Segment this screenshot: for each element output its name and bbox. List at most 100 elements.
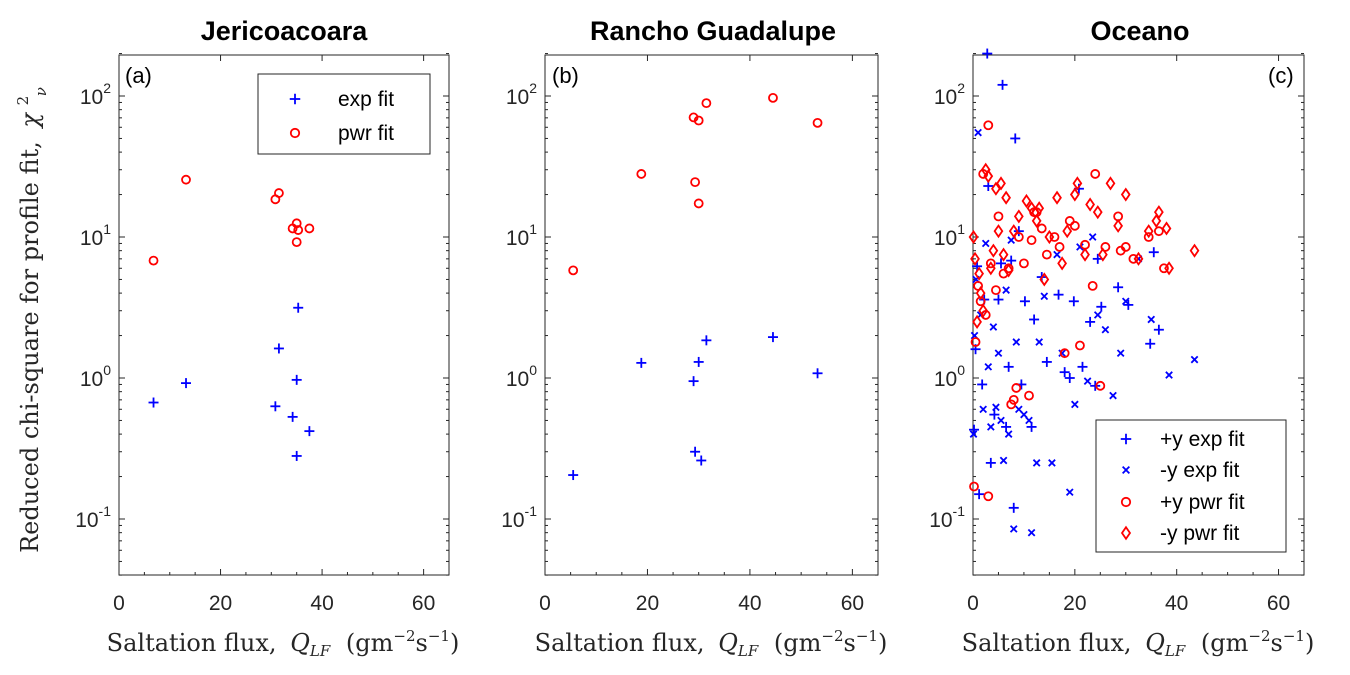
point-circle-8-shape xyxy=(985,258,996,269)
panel-c-legend-label-py-pwr: +y pwr fit xyxy=(1160,491,1245,514)
point-x-13-b xyxy=(999,456,1008,465)
panel-a-title: Jericoacoara xyxy=(201,16,369,46)
point-diamond-33 xyxy=(1105,176,1116,191)
point-diamond-2-shape xyxy=(972,314,982,329)
point-x-10 xyxy=(992,403,1000,412)
point-diamond-29 xyxy=(1080,247,1090,262)
point-circle-0-shape xyxy=(148,255,159,266)
point-diamond-26-shape xyxy=(1062,224,1073,239)
point-diamond-5-shape xyxy=(978,303,989,318)
point-circle-6 xyxy=(983,491,994,502)
point-diamond-14-shape xyxy=(1001,190,1011,205)
x-label-text-a: Saltation flux, xyxy=(107,629,277,657)
point-diamond-20-shape xyxy=(1031,213,1042,229)
point-plus-6 xyxy=(982,48,993,59)
y-tick-label: 102 xyxy=(80,80,111,109)
point-circle-32-shape xyxy=(1090,169,1101,179)
point-circle-26-shape xyxy=(1059,348,1070,359)
legend-marker-diamond xyxy=(1120,525,1132,541)
point-x-27-b xyxy=(1053,250,1061,259)
point-x-25-b xyxy=(1040,292,1049,301)
point-diamond-17-shape xyxy=(1013,209,1024,224)
point-circle-3-shape xyxy=(274,188,284,198)
panel-c-legend: +y exp fit -y exp fit +y pwr fit -y pwr … xyxy=(1095,419,1287,553)
legend-marker-plus xyxy=(289,93,301,105)
point-circle-19 xyxy=(1026,235,1037,246)
x-tick-label: 0 xyxy=(539,592,551,615)
x-tick-label: 40 xyxy=(310,592,333,615)
point-diamond-36 xyxy=(1133,251,1144,266)
point-circle-22 xyxy=(1036,223,1047,234)
point-x-41 xyxy=(1165,371,1173,379)
point-plus-1 xyxy=(636,357,647,368)
x-tick-label: 40 xyxy=(738,592,761,615)
x-label-units-mid-a: s xyxy=(416,629,428,657)
legend-marker-x xyxy=(1122,466,1130,474)
point-diamond-42 xyxy=(1189,243,1200,258)
point-diamond-30-shape xyxy=(1085,197,1096,212)
point-x-17 xyxy=(1009,525,1018,533)
panel-b-title: Rancho Guadalupe xyxy=(590,16,836,46)
point-diamond-24 xyxy=(1052,190,1062,205)
point-x-38 xyxy=(1121,297,1130,306)
point-circle-39 xyxy=(1143,232,1154,242)
point-diamond-37 xyxy=(1143,224,1154,239)
y-axis-label-symbol: χ xyxy=(16,112,44,130)
point-circle-37-shape xyxy=(1120,242,1131,252)
point-circle-23-shape xyxy=(1041,249,1052,260)
point-circle-1-shape xyxy=(970,337,981,347)
point-circle-6 xyxy=(291,237,302,248)
point-circle-4-shape xyxy=(693,198,704,209)
point-circle-6-shape xyxy=(291,237,302,248)
point-x-42-b xyxy=(1190,355,1199,364)
x-tick-label: 20 xyxy=(1063,592,1086,615)
point-circle-6-shape xyxy=(983,491,994,502)
point-circle-6-shape xyxy=(701,98,712,109)
point-diamond-12-shape xyxy=(996,176,1006,191)
point-diamond-1 xyxy=(970,251,980,266)
point-plus-2 xyxy=(270,401,281,412)
point-diamond-5 xyxy=(978,303,989,318)
point-circle-9 xyxy=(991,285,1001,296)
point-diamond-10 xyxy=(991,181,1001,196)
y-axis-label: Reduced chi-square for profile fit, χ 2 … xyxy=(6,87,50,553)
point-circle-37 xyxy=(1120,242,1131,252)
point-circle-23 xyxy=(1041,249,1052,260)
point-circle-10-shape xyxy=(993,211,1004,222)
point-circle-0 xyxy=(969,481,979,492)
point-circle-8 xyxy=(985,258,996,269)
point-diamond-40 xyxy=(1161,221,1172,236)
point-plus-8 xyxy=(812,368,823,379)
point-circle-15 xyxy=(1011,383,1022,393)
point-diamond-1-shape xyxy=(970,251,980,266)
point-x-26 xyxy=(1048,459,1056,467)
x-tick-label: 60 xyxy=(412,592,435,615)
point-x-10-b xyxy=(992,403,1000,412)
point-circle-33-shape xyxy=(1095,380,1106,391)
point-plus-24 xyxy=(1041,356,1052,367)
point-circle-5 xyxy=(693,115,704,126)
point-x-15 xyxy=(1004,430,1013,438)
point-x-23-b xyxy=(1032,459,1041,467)
point-x-42 xyxy=(1190,355,1199,364)
point-x-7 xyxy=(984,362,993,371)
point-x-9-b xyxy=(989,323,998,331)
point-x-35 xyxy=(1101,325,1110,334)
point-circle-7 xyxy=(768,92,778,103)
point-diamond-39-shape xyxy=(1153,205,1164,220)
point-x-3-b xyxy=(974,128,982,137)
x-label-units-open-b: (gm xyxy=(774,629,822,657)
panel-a-legend-marker-exp xyxy=(289,93,301,105)
point-diamond-32 xyxy=(1097,247,1108,262)
panel-a-x-axis-label: Saltation flux, QLF (gm−2s−1) xyxy=(107,627,460,662)
point-plus-8 xyxy=(304,426,315,437)
point-diamond-12 xyxy=(996,176,1006,191)
x-tick-label: 20 xyxy=(636,592,659,615)
point-circle-8-shape xyxy=(304,223,315,234)
x-tick-label: 40 xyxy=(1165,592,1188,615)
point-diamond-39 xyxy=(1153,205,1164,220)
point-diamond-11 xyxy=(993,224,1004,239)
point-circle-34 xyxy=(1100,242,1111,252)
point-circle-32 xyxy=(1090,169,1101,179)
